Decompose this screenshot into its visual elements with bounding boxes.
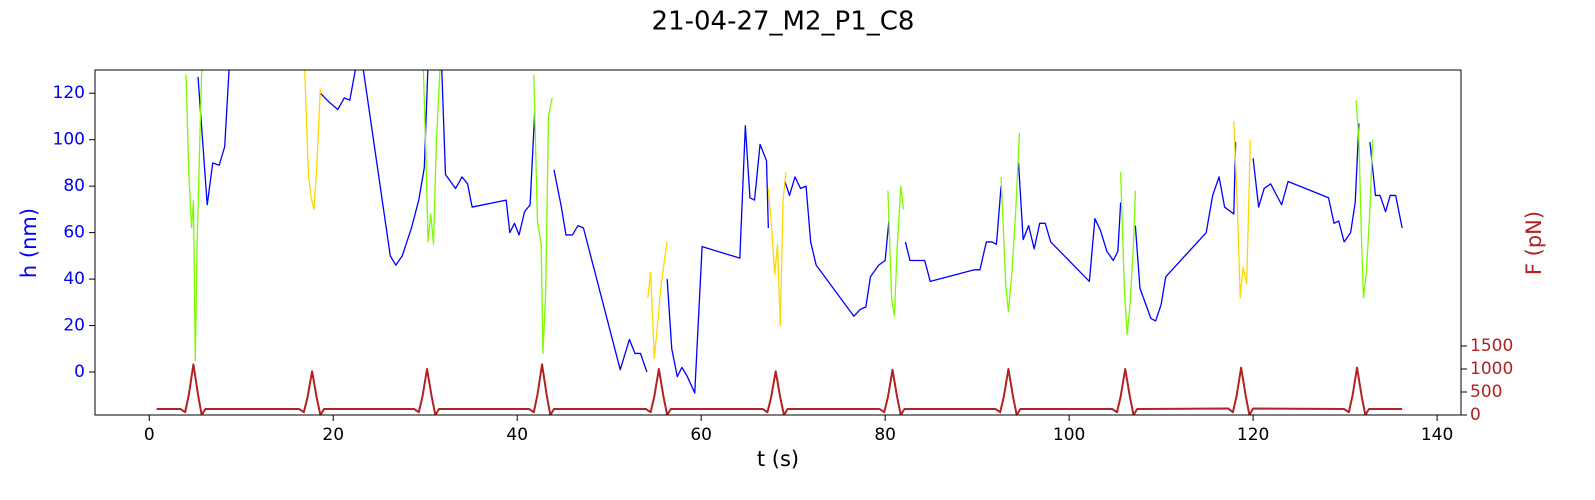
x-axis-label: t (s) [757, 447, 799, 471]
y-axis-label: h (nm) [17, 208, 41, 278]
series-line [185, 70, 1374, 362]
y2-tick-label: 500 [1470, 382, 1502, 402]
y2-tick-label: 1000 [1470, 359, 1513, 379]
x-tick-label: 80 [874, 425, 896, 445]
x-tick-label: 60 [690, 425, 712, 445]
x-tick-label: 140 [1421, 425, 1453, 445]
y2-tick-label: 1500 [1470, 336, 1513, 356]
y-tick-label: 100 [53, 130, 85, 150]
x-tick-label: 20 [322, 425, 344, 445]
x-tick-label: 120 [1237, 425, 1269, 445]
y2-axis-label: F (pN) [1522, 211, 1546, 275]
series-line [156, 363, 1403, 415]
y-tick-label: 40 [63, 269, 85, 289]
chart-title: 21-04-27_M2_P1_C8 [652, 7, 915, 37]
x-tick-label: 100 [1053, 425, 1085, 445]
y-tick-label: 120 [53, 83, 85, 103]
x-tick-label: 40 [506, 425, 528, 445]
y-tick-label: 80 [63, 176, 85, 196]
series-line [304, 70, 1251, 359]
plot-frame [94, 69, 1462, 416]
y2-tick-label: 0 [1470, 405, 1481, 425]
series-line [197, 70, 1403, 394]
y-tick-label: 0 [74, 362, 85, 382]
plot-area [156, 70, 1403, 415]
y-tick-label: 60 [63, 223, 85, 243]
y-tick-label: 20 [63, 316, 85, 336]
x-tick-label: 0 [144, 425, 155, 445]
